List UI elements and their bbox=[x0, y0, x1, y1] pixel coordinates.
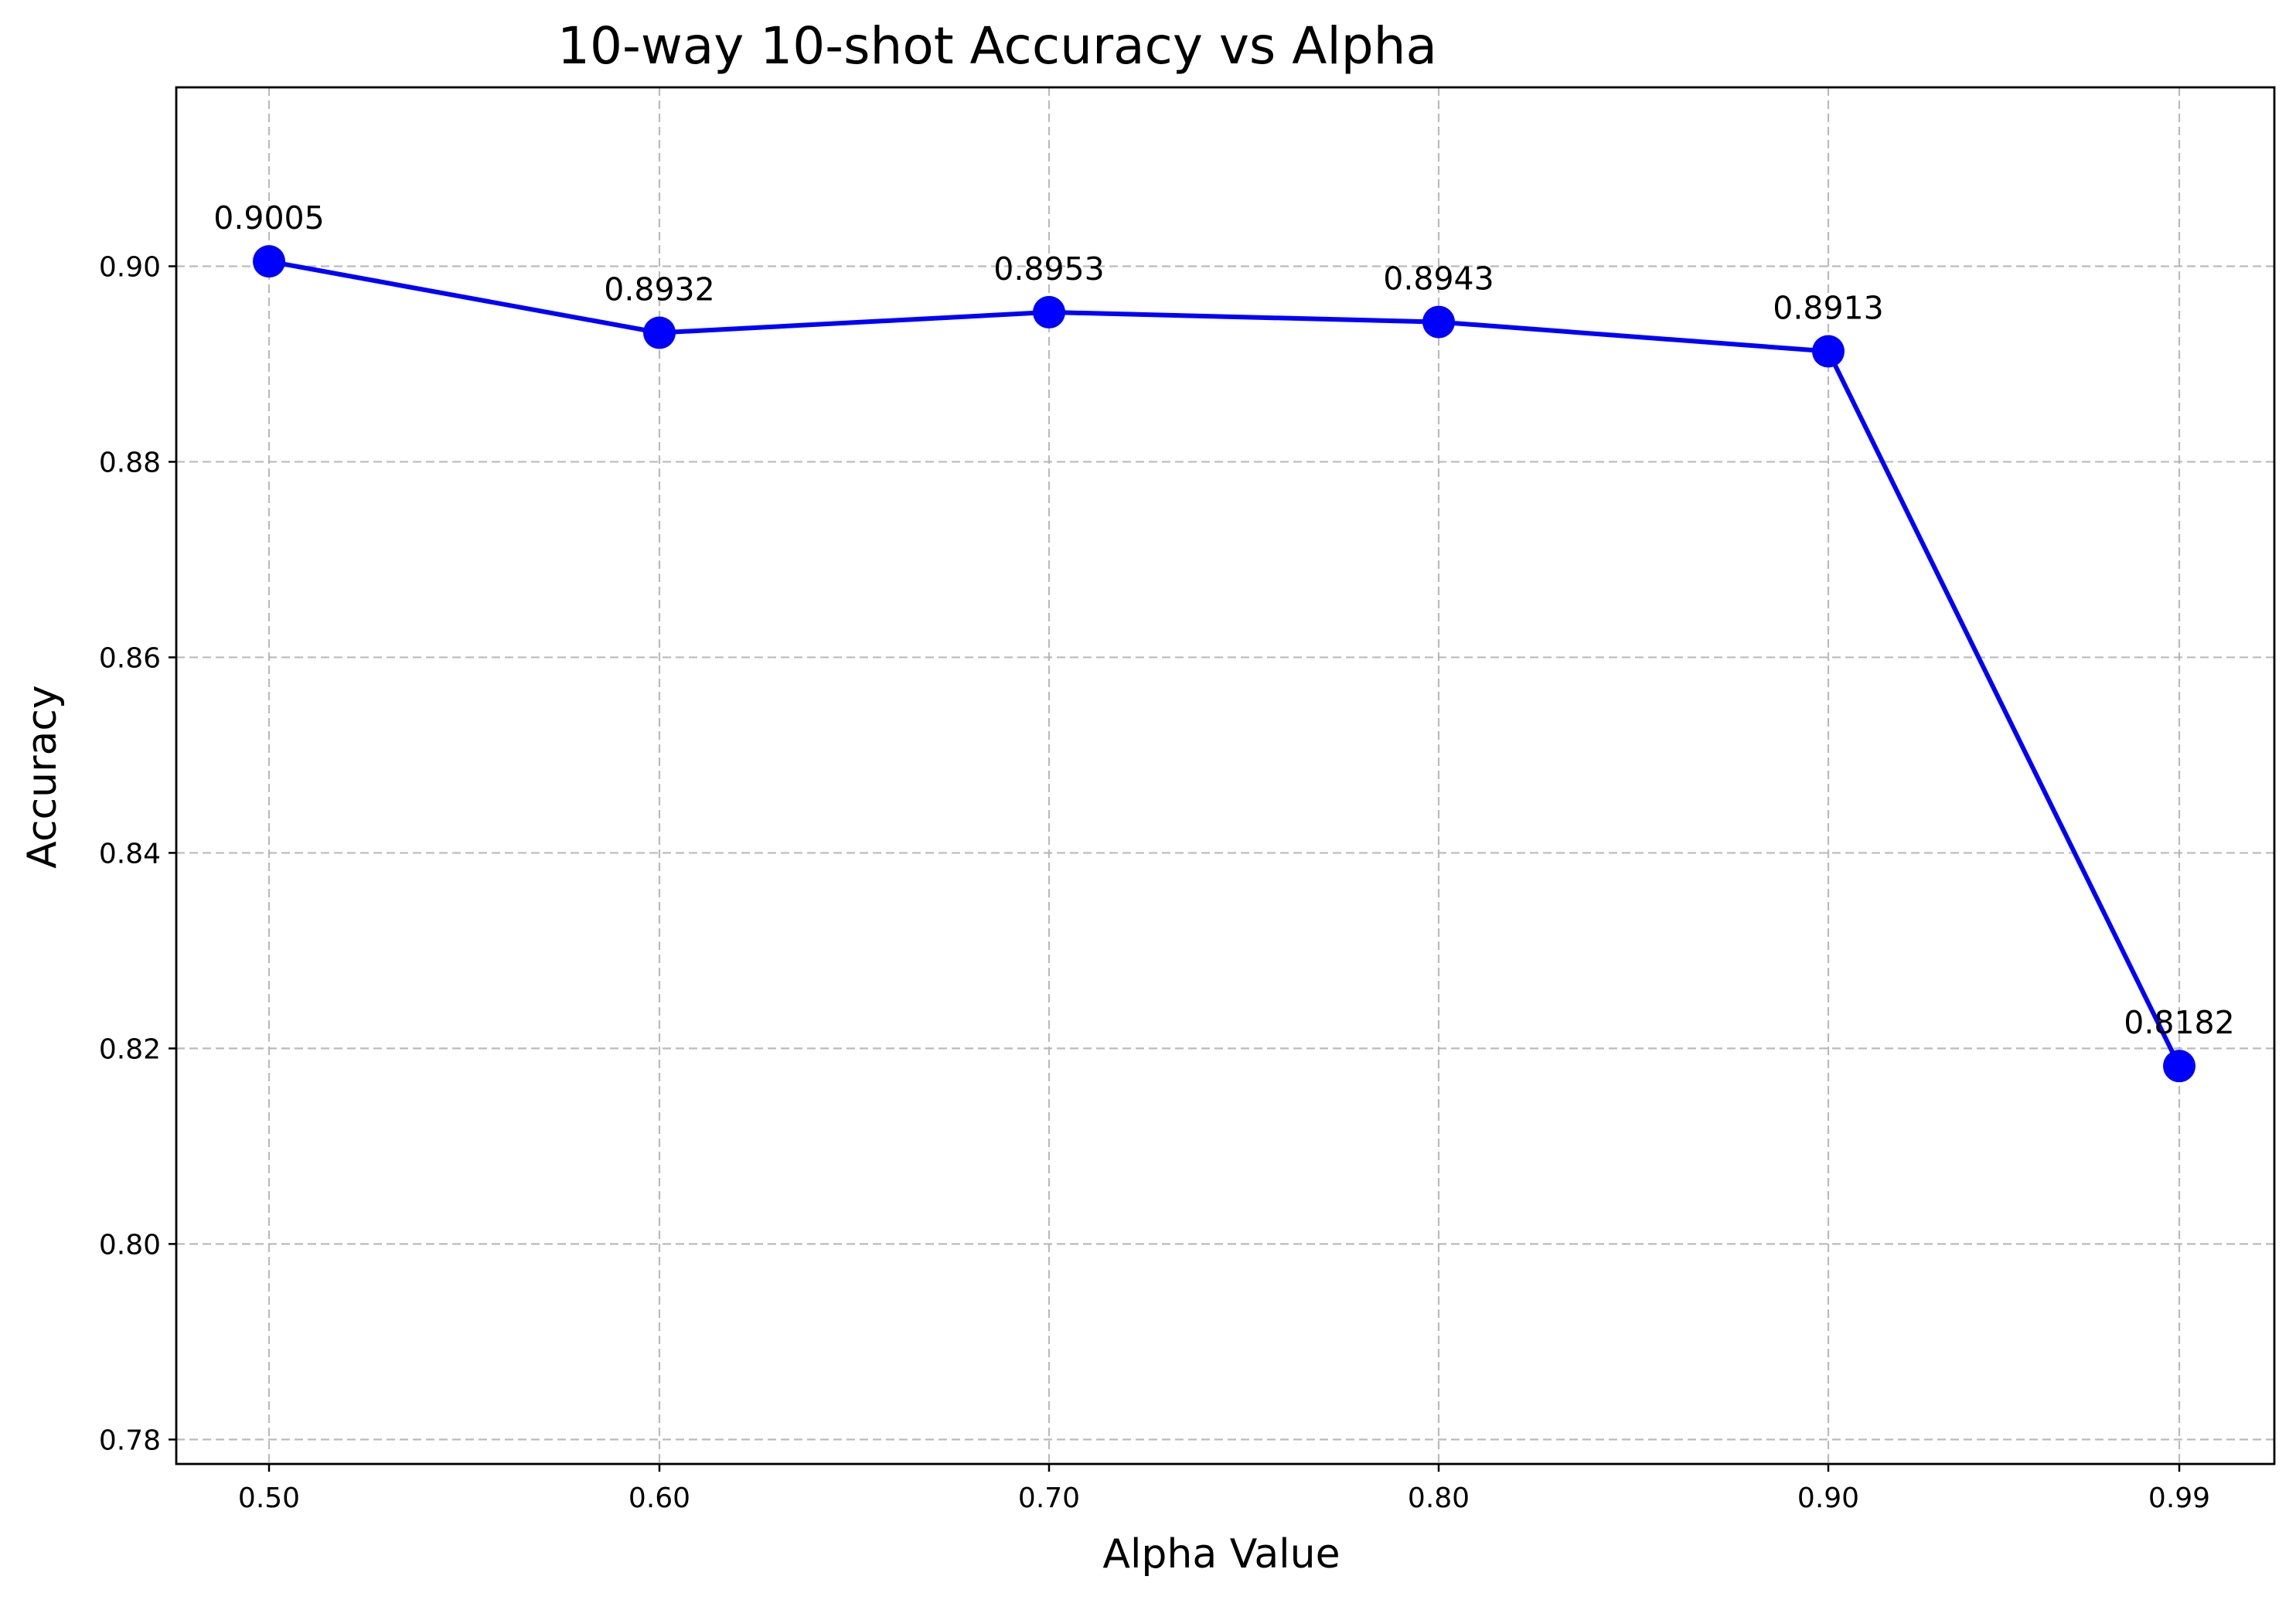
y-tick-label: 0.78 bbox=[99, 1425, 161, 1456]
data-point bbox=[2163, 1050, 2196, 1083]
x-tick-label: 0.50 bbox=[238, 1483, 300, 1514]
series-line bbox=[268, 259, 2182, 1067]
data-point bbox=[1422, 305, 1455, 339]
y-tick-label: 0.88 bbox=[99, 447, 161, 478]
x-tick-label: 0.99 bbox=[2148, 1483, 2210, 1514]
axes: 0.78 0.80 0.82 0.84 0.86 0.88 0.90 0.50 0.60 0.70… bbox=[99, 86, 2276, 1514]
data-point bbox=[1812, 335, 1845, 368]
series bbox=[253, 245, 2196, 1083]
data-label: 0.8943 bbox=[1383, 260, 1494, 298]
data-label: 0.8953 bbox=[993, 250, 1104, 288]
x-tick-label: 0.90 bbox=[1797, 1483, 1859, 1514]
y-tick-label: 0.80 bbox=[99, 1229, 161, 1261]
data-point bbox=[643, 316, 676, 349]
y-tick-label: 0.86 bbox=[99, 642, 161, 674]
data-point bbox=[1033, 295, 1065, 329]
grid bbox=[176, 87, 2274, 1464]
y-axis-label: Accuracy bbox=[19, 685, 66, 868]
x-tick-label: 0.80 bbox=[1408, 1483, 1470, 1514]
x-tick-label: 0.60 bbox=[629, 1483, 690, 1514]
chart-title: 10-way 10-shot Accuracy vs Alpha bbox=[557, 16, 1437, 76]
data-label: 0.8182 bbox=[2124, 1004, 2234, 1041]
x-tick-label: 0.70 bbox=[1018, 1483, 1080, 1514]
plot-frame bbox=[175, 86, 2276, 1466]
data-label: 0.9005 bbox=[213, 199, 324, 237]
y-tick-label: 0.90 bbox=[99, 251, 161, 283]
data-label: 0.8932 bbox=[604, 271, 714, 308]
data-point bbox=[253, 245, 285, 278]
y-tick-label: 0.82 bbox=[99, 1033, 161, 1065]
y-tick-label: 0.84 bbox=[99, 838, 161, 870]
x-axis-label: Alpha Value bbox=[1102, 1531, 1340, 1578]
data-labels: 0.9005 0.8932 0.8953 0.8943 0.8913 0.8182 bbox=[213, 199, 2234, 1041]
data-label: 0.8913 bbox=[1773, 290, 1883, 327]
